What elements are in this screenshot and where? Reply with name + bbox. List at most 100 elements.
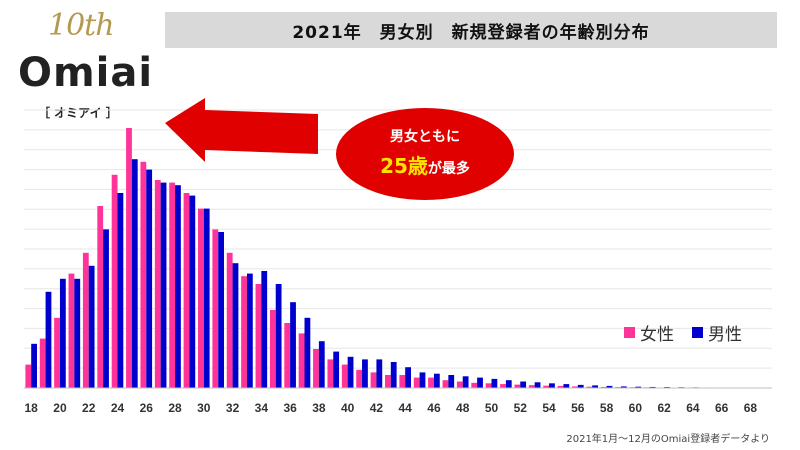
bar-female-58 bbox=[600, 386, 607, 388]
x-tick-label: 42 bbox=[370, 401, 384, 415]
bar-male-40 bbox=[347, 356, 354, 388]
bar-male-61 bbox=[649, 386, 656, 388]
bar-female-21 bbox=[68, 273, 75, 388]
bar-male-22 bbox=[88, 265, 95, 388]
bar-female-34 bbox=[255, 284, 262, 388]
title-bar: 2021年 男女別 新規登録者の年齢別分布 bbox=[165, 12, 777, 48]
bar-male-54 bbox=[549, 383, 555, 388]
legend-item-male: 男性 bbox=[692, 320, 742, 345]
bar-female-43 bbox=[385, 375, 391, 388]
bar-male-34 bbox=[261, 271, 268, 388]
bar-female-24 bbox=[111, 174, 118, 388]
bar-female-45 bbox=[413, 377, 420, 388]
bar-male-46 bbox=[433, 373, 440, 388]
bar-male-41 bbox=[362, 359, 368, 388]
bar-female-37 bbox=[298, 333, 305, 388]
x-tick-label: 58 bbox=[600, 401, 614, 415]
bar-female-53 bbox=[528, 385, 535, 388]
bar-male-24 bbox=[117, 193, 124, 388]
x-tick-label: 56 bbox=[571, 401, 585, 415]
x-tick-label: 66 bbox=[715, 401, 729, 415]
bar-male-36 bbox=[290, 302, 296, 388]
legend-label-female: 女性 bbox=[640, 325, 674, 345]
bar-male-56 bbox=[577, 384, 584, 388]
bar-female-36 bbox=[284, 323, 291, 388]
bar-female-46 bbox=[428, 377, 434, 388]
bar-female-52 bbox=[514, 384, 521, 388]
bar-female-18 bbox=[25, 364, 32, 388]
logo-anniversary: 10th bbox=[48, 8, 115, 43]
x-tick-label: 60 bbox=[629, 401, 643, 415]
bar-female-31 bbox=[212, 229, 219, 388]
bar-female-23 bbox=[97, 206, 104, 388]
logo-brand: Omiai bbox=[18, 50, 154, 96]
bar-female-26 bbox=[140, 161, 147, 388]
x-tick-label: 28 bbox=[168, 401, 182, 415]
bar-male-31 bbox=[218, 232, 224, 388]
omiai-logo: 10th Omiai ［ オミアイ ］ bbox=[8, 8, 168, 128]
bar-female-40 bbox=[341, 364, 348, 388]
bar-female-20 bbox=[54, 317, 60, 388]
bar-female-30 bbox=[198, 208, 204, 388]
source-note: 2021年1月～12月のOmiai登録者データより bbox=[566, 434, 770, 445]
bar-male-32 bbox=[232, 263, 239, 388]
bar-female-44 bbox=[399, 375, 406, 388]
bar-female-22 bbox=[82, 252, 89, 388]
bar-male-49 bbox=[477, 377, 483, 388]
callout-tail: が最多 bbox=[427, 161, 470, 177]
bar-male-18 bbox=[31, 343, 37, 388]
bar-male-38 bbox=[318, 341, 325, 388]
x-tick-label: 54 bbox=[542, 401, 556, 415]
pointer-arrow bbox=[165, 98, 318, 162]
x-tick-label: 46 bbox=[427, 401, 441, 415]
bar-male-47 bbox=[448, 375, 455, 388]
bar-male-19 bbox=[45, 291, 52, 388]
bar-male-20 bbox=[59, 278, 66, 388]
x-tick-label: 20 bbox=[53, 401, 67, 415]
x-tick-label: 68 bbox=[744, 401, 758, 415]
x-tick-label: 18 bbox=[25, 401, 39, 415]
x-tick-label: 24 bbox=[111, 401, 125, 415]
bar-male-57 bbox=[592, 385, 598, 388]
legend-label-male: 男性 bbox=[708, 325, 742, 345]
x-tick-label: 52 bbox=[514, 401, 528, 415]
bar-female-41 bbox=[356, 369, 363, 388]
bar-male-26 bbox=[146, 169, 153, 388]
bar-female-38 bbox=[313, 349, 319, 388]
bar-male-53 bbox=[534, 382, 541, 388]
bar-male-48 bbox=[462, 376, 469, 388]
bar-female-54 bbox=[543, 385, 550, 388]
x-tick-label: 40 bbox=[341, 401, 355, 415]
x-tick-label: 30 bbox=[197, 401, 211, 415]
bar-male-45 bbox=[419, 372, 426, 388]
bar-female-29 bbox=[183, 193, 190, 388]
x-tick-label: 34 bbox=[255, 401, 269, 415]
bar-male-42 bbox=[376, 359, 383, 388]
bar-female-39 bbox=[327, 359, 334, 388]
bar-male-59 bbox=[620, 386, 627, 388]
bar-male-33 bbox=[246, 273, 253, 388]
callout-line2: 25歳が最多 bbox=[336, 150, 514, 179]
bar-female-51 bbox=[500, 384, 506, 388]
bar-male-28 bbox=[175, 185, 181, 388]
bar-female-28 bbox=[169, 182, 176, 388]
bar-male-27 bbox=[160, 182, 167, 388]
bar-female-56 bbox=[572, 386, 578, 388]
callout-line1: 男女ともに bbox=[390, 129, 460, 145]
legend-swatch-female bbox=[624, 327, 635, 338]
bar-female-19 bbox=[39, 338, 46, 388]
callout-age: 25歳 bbox=[380, 154, 428, 178]
bar-male-43 bbox=[390, 362, 397, 388]
bar-male-29 bbox=[189, 195, 196, 388]
x-tick-label: 48 bbox=[456, 401, 470, 415]
callout-bubble: 男女ともに 25歳が最多 bbox=[336, 108, 514, 200]
x-tick-label: 32 bbox=[226, 401, 240, 415]
bar-male-39 bbox=[333, 351, 340, 388]
bar-male-21 bbox=[74, 278, 81, 388]
bar-male-55 bbox=[563, 384, 570, 388]
bar-female-55 bbox=[557, 385, 564, 388]
bar-male-23 bbox=[103, 229, 109, 388]
bar-male-50 bbox=[491, 378, 498, 388]
bar-female-50 bbox=[485, 383, 492, 388]
